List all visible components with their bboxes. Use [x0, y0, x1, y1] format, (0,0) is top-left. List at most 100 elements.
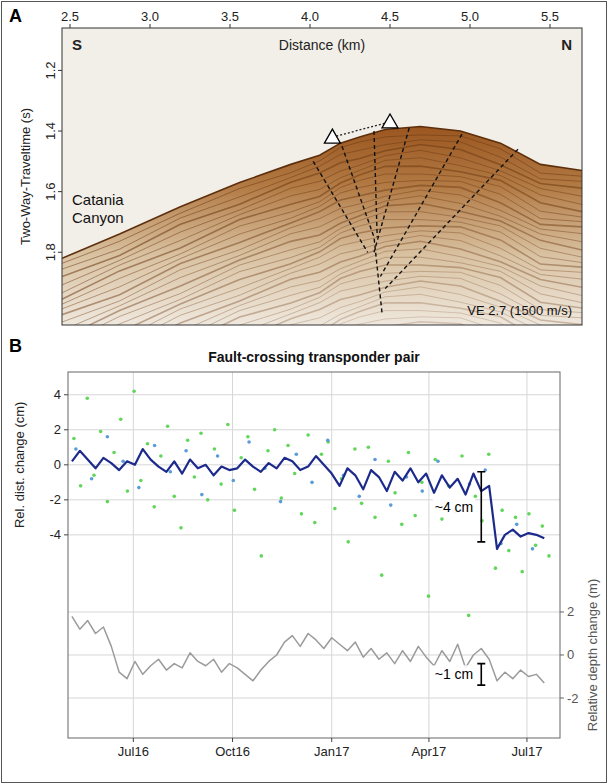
x-tick	[150, 24, 151, 28]
direction-label: N	[561, 36, 572, 53]
y-grid	[68, 499, 560, 500]
y2-tick-label: 0	[567, 647, 574, 662]
y-tick	[58, 70, 62, 71]
figure-border	[2, 2, 607, 783]
y-tick	[58, 191, 62, 192]
y-tick	[64, 534, 68, 535]
x-tick	[550, 24, 551, 28]
transponder	[324, 129, 340, 143]
point	[159, 454, 163, 458]
point	[99, 430, 103, 434]
point	[216, 454, 220, 458]
point	[326, 439, 330, 443]
figure: 2.53.03.54.04.55.05.51.21.41.61.8Two-Way…	[0, 0, 608, 784]
reflector	[62, 317, 582, 325]
point	[184, 449, 188, 453]
scale-note: VE 2.7 (1500 m/s)	[467, 303, 572, 318]
line	[72, 449, 544, 549]
point	[74, 447, 78, 451]
x-grid	[428, 372, 429, 738]
point	[514, 516, 518, 520]
point	[253, 488, 257, 492]
point	[527, 512, 531, 516]
y2-axis-title: Relative depth change (m)	[585, 579, 600, 731]
x-tick-label: 3.0	[141, 9, 159, 24]
x-tick-label: 2.5	[61, 9, 79, 24]
point	[373, 516, 377, 520]
panel-letter: A	[9, 6, 22, 26]
y2-tick	[560, 698, 564, 699]
point	[152, 505, 156, 509]
x-tick	[232, 738, 233, 742]
baseline	[332, 122, 390, 137]
y-tick	[58, 252, 62, 253]
point	[500, 509, 504, 513]
y-grid	[68, 464, 560, 465]
point	[280, 496, 284, 500]
point	[199, 431, 203, 435]
point	[172, 495, 176, 499]
y-tick-label: -2	[49, 492, 61, 507]
point	[106, 500, 110, 504]
point	[112, 451, 116, 455]
x-grid	[232, 372, 233, 738]
point	[286, 444, 290, 448]
y-tick-label: 4	[54, 387, 61, 402]
point	[153, 444, 157, 448]
point	[213, 447, 217, 451]
x-tick-label: Oct16	[215, 744, 250, 759]
point	[247, 440, 251, 444]
frame	[68, 372, 560, 738]
point	[232, 479, 236, 483]
page: {"chart_data": [ {"type": "image", "pane…	[0, 0, 608, 784]
y2-tick	[560, 611, 564, 612]
point	[310, 481, 314, 485]
y-tick-label: 1.8	[43, 243, 58, 261]
x-tick-label: 5.5	[541, 9, 559, 24]
seismic-image	[62, 28, 582, 325]
x-grid	[133, 372, 134, 738]
reflector	[62, 249, 582, 325]
point	[186, 439, 190, 443]
x-tick	[390, 24, 391, 28]
fault	[342, 146, 382, 313]
point	[436, 460, 440, 464]
bracket	[477, 472, 485, 542]
x-tick	[310, 24, 311, 28]
fault	[374, 131, 377, 237]
point	[547, 554, 551, 558]
point	[137, 486, 141, 490]
reflector	[62, 303, 582, 325]
point	[333, 507, 337, 511]
point	[233, 509, 237, 513]
point	[380, 573, 384, 577]
point	[193, 475, 197, 479]
point	[300, 512, 304, 516]
point	[259, 554, 263, 558]
y-tick-label: -4	[49, 527, 61, 542]
point	[119, 417, 123, 421]
frame	[62, 28, 582, 325]
point	[139, 479, 143, 483]
y-tick-label: 1.2	[43, 61, 58, 79]
point	[146, 442, 150, 446]
point	[72, 437, 76, 441]
x-tick	[428, 738, 429, 742]
x-tick-label: Jan17	[314, 744, 349, 759]
point	[460, 454, 464, 458]
point	[474, 495, 478, 499]
reflector	[62, 265, 582, 325]
point	[357, 495, 361, 499]
point	[360, 502, 364, 506]
reflector	[62, 294, 582, 325]
fault	[385, 149, 518, 288]
y-tick-label: 1.4	[43, 122, 58, 140]
y-tick	[64, 429, 68, 430]
x-tick-label: 4.0	[301, 9, 319, 24]
y-axis-title: Two-Way-Traveltime (s)	[18, 108, 33, 245]
y-tick-label: 2	[54, 422, 61, 437]
point	[407, 451, 411, 455]
reflector	[62, 180, 582, 308]
label-patch	[433, 665, 476, 683]
point	[219, 482, 223, 486]
